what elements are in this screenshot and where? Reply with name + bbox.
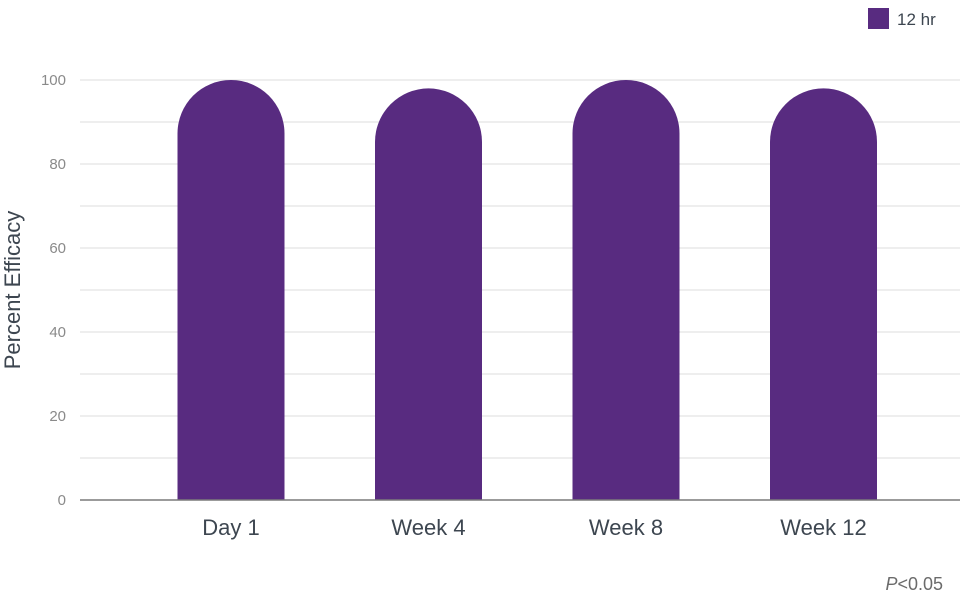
x-tick-label: Week 4 xyxy=(391,515,465,540)
x-tick-label: Day 1 xyxy=(202,515,259,540)
bar xyxy=(572,79,680,500)
y-tick-label: 40 xyxy=(49,324,66,341)
bar xyxy=(770,88,877,500)
significance-note-p: P xyxy=(885,574,897,594)
y-tick-label: 100 xyxy=(41,72,66,89)
significance-note-value: <0.05 xyxy=(897,574,943,594)
significance-note: P<0.05 xyxy=(885,574,943,594)
bar xyxy=(375,88,482,500)
legend-label: 12 hr xyxy=(897,10,936,29)
legend: 12 hr xyxy=(868,8,936,29)
y-tick-label: 20 xyxy=(49,408,66,425)
x-tick-label: Week 8 xyxy=(589,515,663,540)
category-labels: Day 1 Week 4 Week 8 Week 12 xyxy=(202,515,866,540)
y-tick-label: 0 xyxy=(58,492,66,509)
y-tick-label: 60 xyxy=(49,240,66,257)
bars xyxy=(177,79,877,500)
y-axis-label: Percent Efficacy xyxy=(0,211,25,370)
x-tick-label: Week 12 xyxy=(780,515,866,540)
bar xyxy=(177,80,285,500)
legend-swatch xyxy=(868,8,889,29)
y-tick-label: 80 xyxy=(49,156,66,173)
y-tick-labels: 0 20 40 60 80 100 xyxy=(41,72,66,509)
